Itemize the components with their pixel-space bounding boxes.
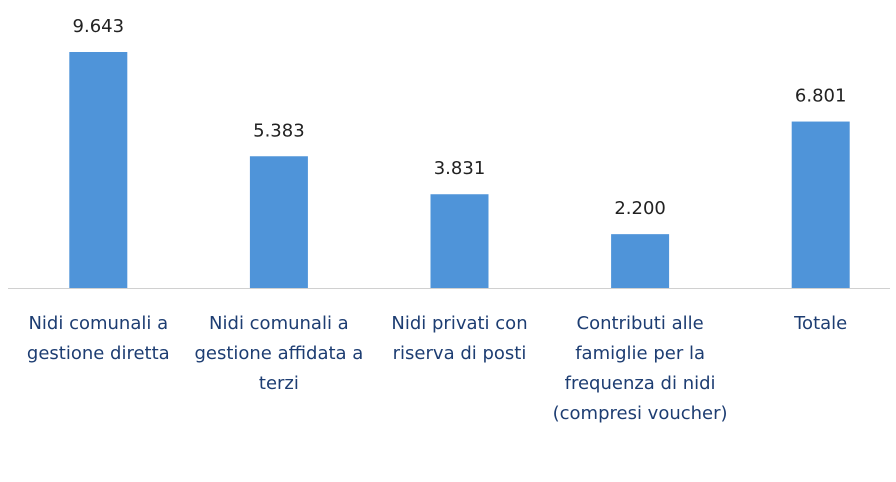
bar: [430, 194, 489, 288]
value-label: 2.200: [614, 198, 666, 219]
bar: [611, 234, 670, 288]
category-label: Nidi comunali a gestione diretta: [26, 313, 170, 364]
value-label: 9.643: [73, 16, 125, 37]
category-label: Nidi comunali a gestione affidata a terz…: [194, 313, 364, 394]
value-label: 5.383: [253, 120, 305, 141]
category-label: Totale: [794, 313, 848, 334]
bar: [69, 52, 128, 288]
bar: [249, 156, 308, 288]
bar: [791, 121, 850, 288]
value-label: 6.801: [795, 86, 847, 107]
category-label: Nidi privati con riserva di posti: [391, 313, 528, 364]
value-label: 3.831: [434, 158, 486, 179]
category-label: Contributi alle famiglie per la frequenz…: [552, 313, 728, 424]
